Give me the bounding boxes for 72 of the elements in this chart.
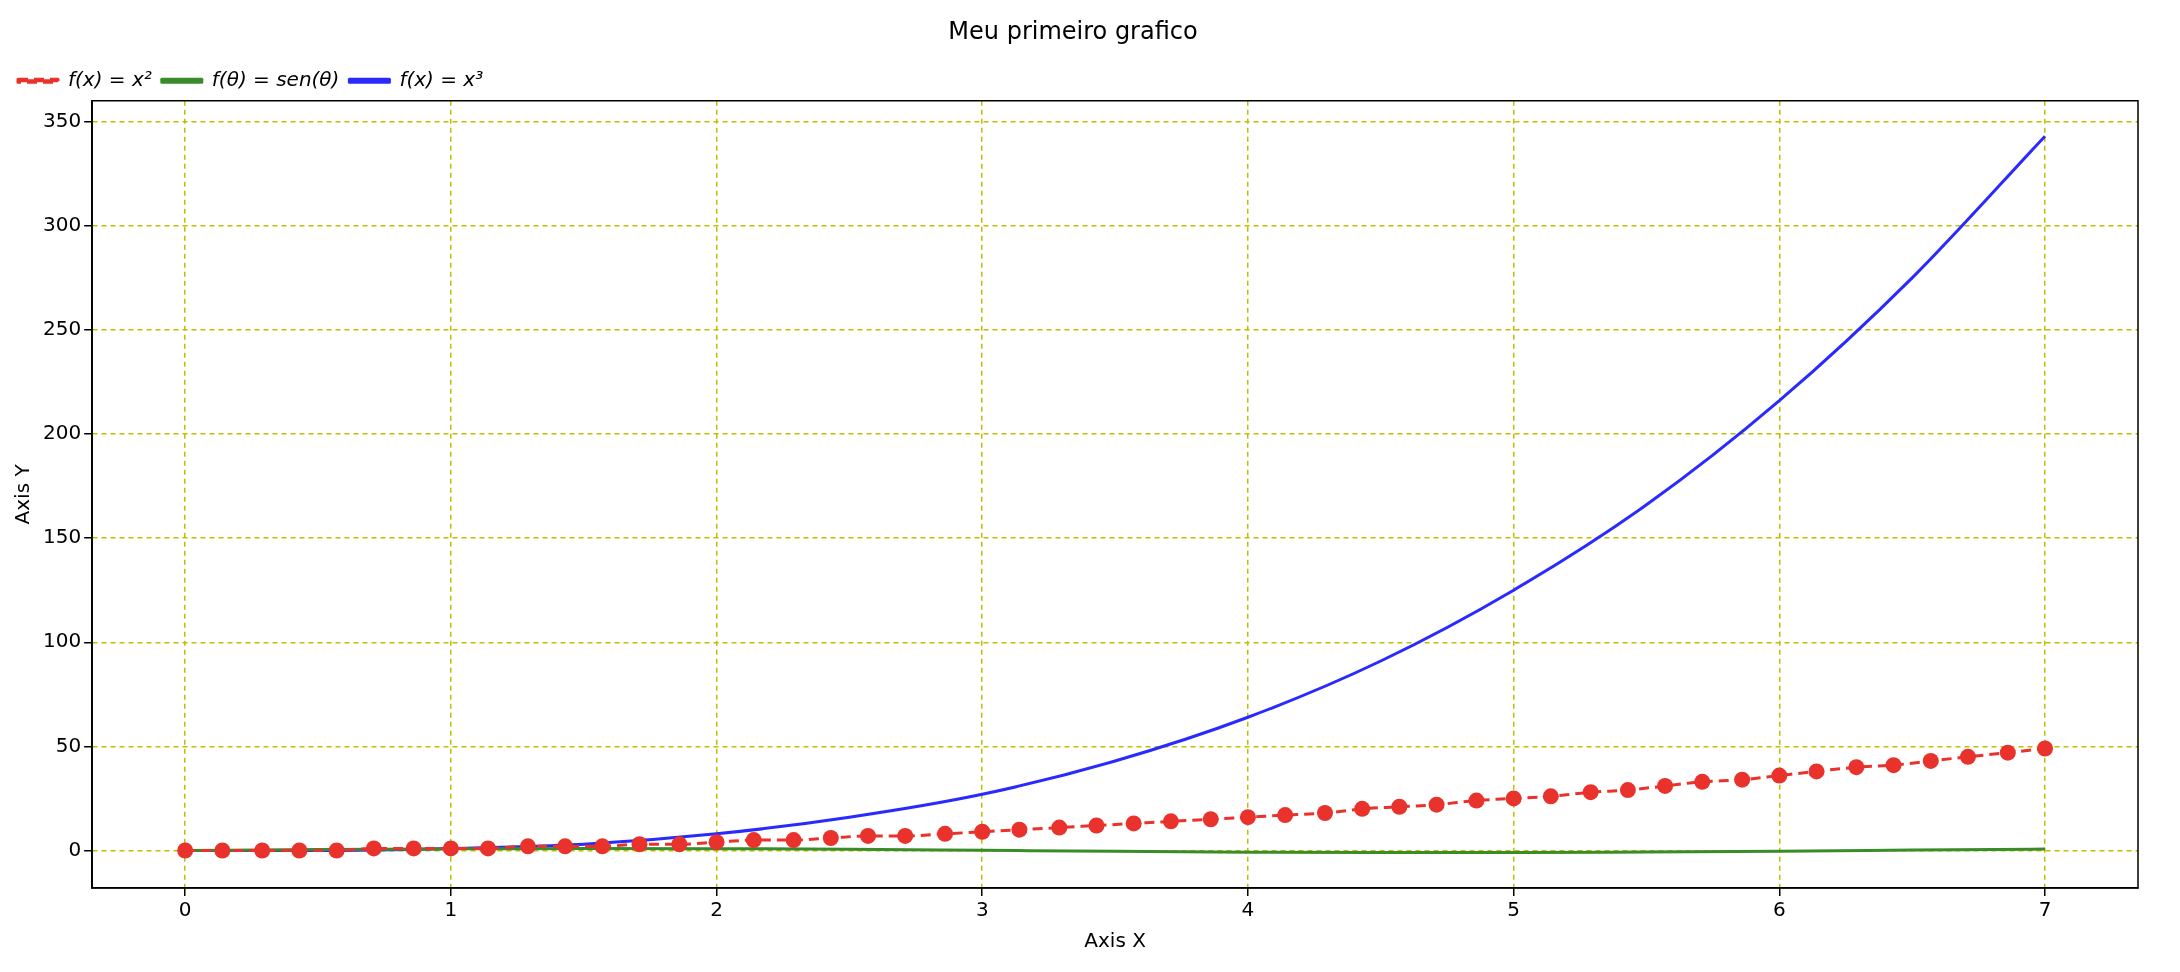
- x-tick-label: 0: [178, 897, 192, 922]
- legend-label: f(x) = x³: [399, 67, 484, 91]
- point: [859, 827, 876, 844]
- y-tick-label: 50: [55, 732, 82, 757]
- y-tick-label: 350: [42, 107, 82, 132]
- point: [1239, 809, 1256, 826]
- point: [1011, 821, 1028, 838]
- y-tick-label: 200: [42, 420, 82, 445]
- point: [1771, 767, 1788, 784]
- point: [1808, 763, 1825, 780]
- x-tick-label: 7: [2038, 897, 2052, 922]
- point: [1542, 788, 1559, 805]
- x-tick-label: 1: [444, 897, 458, 922]
- point: [1582, 784, 1599, 801]
- chart-title: Meu primeiro grafico: [948, 16, 1198, 45]
- point: [897, 827, 914, 844]
- point: [594, 838, 611, 855]
- point: [177, 842, 194, 859]
- point: [1354, 800, 1371, 817]
- point: [974, 823, 991, 840]
- x-tick-label: 5: [1507, 897, 1520, 922]
- x-tick-label: 3: [975, 897, 989, 922]
- x-tick-label: 2: [710, 897, 723, 922]
- point: [1657, 777, 1674, 794]
- point: [708, 834, 725, 851]
- point: [1959, 748, 1976, 765]
- point: [1922, 752, 1939, 769]
- point: [1885, 757, 1902, 774]
- point: [1316, 805, 1333, 822]
- point: [1999, 744, 2016, 761]
- point: [631, 836, 648, 853]
- point: [745, 832, 762, 849]
- point: [1619, 782, 1636, 799]
- y-tick-label: 150: [42, 524, 82, 549]
- point: [822, 830, 839, 847]
- point: [254, 842, 271, 859]
- point: [442, 840, 459, 857]
- point: [671, 836, 688, 853]
- y-tick-label: 300: [42, 211, 82, 236]
- point: [214, 842, 231, 859]
- point: [1391, 798, 1408, 815]
- point: [1051, 819, 1068, 836]
- point: [365, 840, 382, 857]
- x-tick-label: 4: [1241, 897, 1255, 922]
- point: [1694, 773, 1711, 790]
- x-tick-label: 6: [1772, 897, 1786, 922]
- point: [785, 832, 802, 849]
- point: [2037, 740, 2054, 757]
- legend-label: f(x) = x²: [68, 67, 152, 91]
- x-axis-title: Axis X: [1084, 928, 1147, 953]
- point: [1125, 815, 1142, 832]
- point: [1162, 813, 1179, 830]
- point: [1848, 759, 1865, 776]
- point: [1202, 811, 1219, 828]
- y-tick-label: 250: [42, 316, 82, 341]
- point: [557, 838, 574, 855]
- point: [937, 825, 954, 842]
- point: [1505, 790, 1522, 807]
- point: [1468, 792, 1485, 809]
- point: [328, 842, 345, 859]
- y-tick-label: 0: [68, 836, 82, 861]
- point: [519, 838, 536, 855]
- point: [405, 840, 422, 857]
- point: [480, 840, 497, 857]
- point: [1277, 807, 1294, 824]
- y-axis-title: Axis Y: [10, 463, 35, 525]
- point: [1734, 771, 1751, 788]
- point: [291, 842, 308, 859]
- legend-label: f(θ) = sen(θ): [211, 67, 340, 91]
- y-tick-label: 100: [42, 628, 82, 653]
- point: [1088, 817, 1105, 834]
- point: [1428, 796, 1445, 813]
